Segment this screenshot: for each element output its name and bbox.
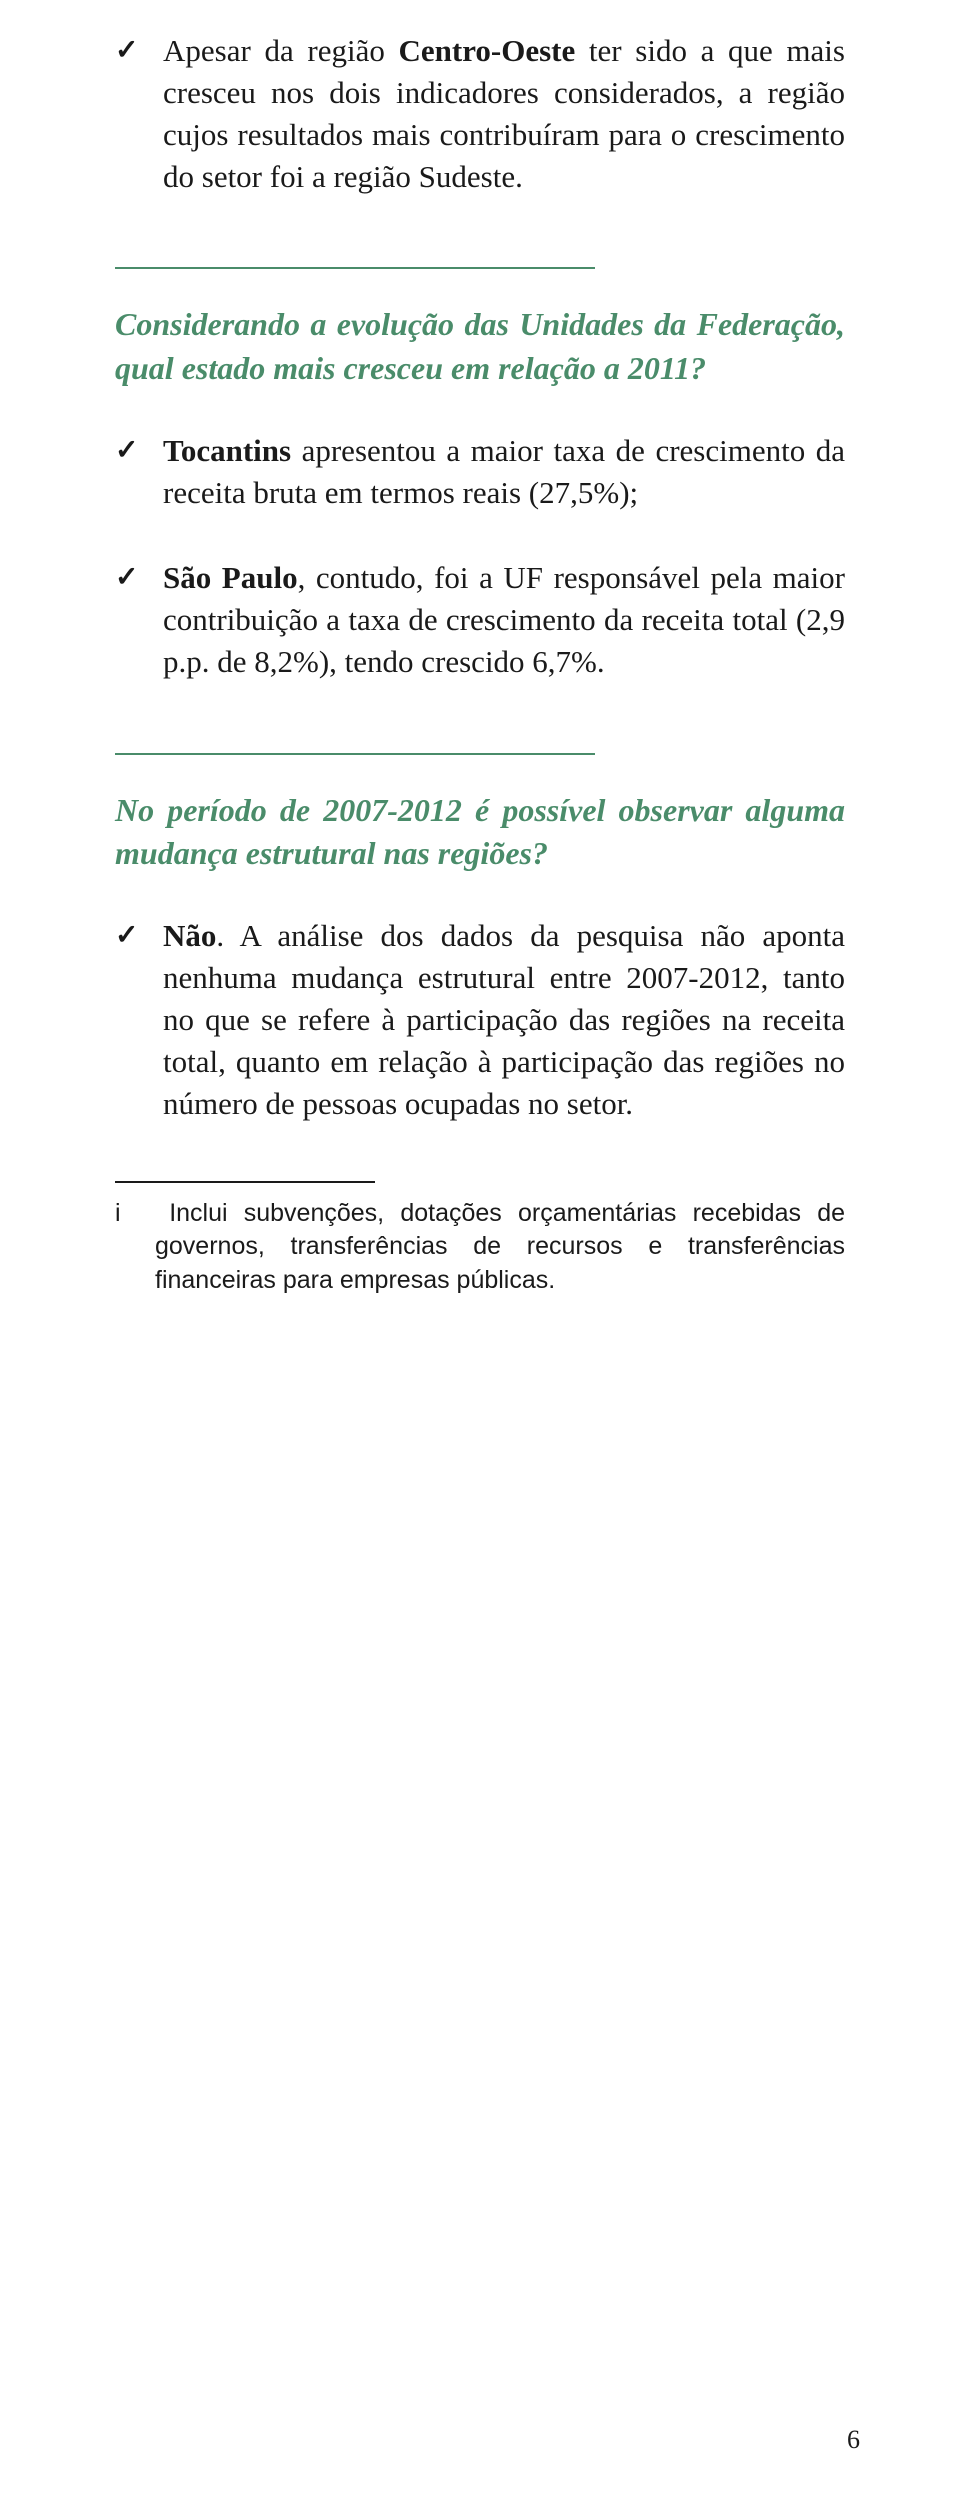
p1-pre: Apesar da região	[163, 33, 398, 68]
footnote-marker: i	[115, 1199, 121, 1227]
separator-1	[115, 267, 595, 269]
page-number: 6	[847, 2425, 860, 2455]
separator-2	[115, 753, 595, 755]
paragraph-2: Tocantins apresentou a maior taxa de cre…	[115, 430, 845, 514]
footnote-text: Inclui subvenções, dotações orçamentária…	[155, 1199, 845, 1295]
paragraph-3: São Paulo, contudo, foi a UF responsável…	[115, 557, 845, 683]
question-1: Considerando a evolução das Unidades da …	[115, 303, 845, 389]
p4-rest: . A análise dos dados da pesquisa não ap…	[163, 918, 845, 1120]
paragraph-4: Não. A análise dos dados da pesquisa não…	[115, 915, 845, 1124]
footnote: i Inclui subvenções, dotações orçamentár…	[115, 1197, 845, 1298]
p4-bold: Não	[163, 918, 216, 953]
footnote-rule	[115, 1181, 375, 1183]
paragraph-1: Apesar da região Centro-Oeste ter sido a…	[115, 30, 845, 197]
p2-bold: Tocantins	[163, 433, 291, 468]
question-2: No período de 2007-2012 é possível ob­se…	[115, 789, 845, 875]
p1-bold-1: Centro-Oeste	[398, 33, 575, 68]
p3-bold: São Paulo	[163, 560, 298, 595]
